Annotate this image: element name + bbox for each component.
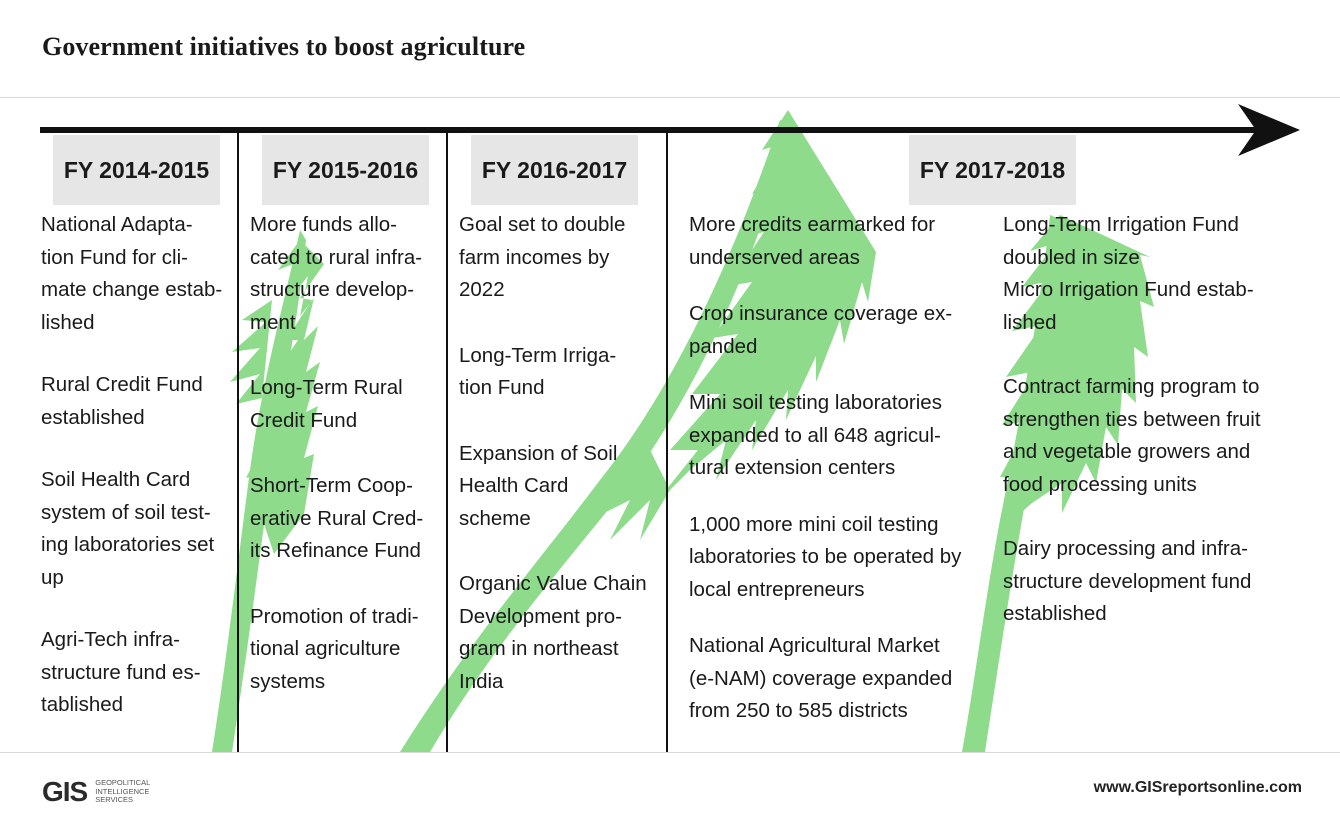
website-link[interactable]: www.GISreportsonline.com <box>1093 779 1302 796</box>
initiative-item: Organic Value Chain Development pro- gra… <box>459 572 647 693</box>
column-divider <box>446 130 448 752</box>
period-label-2014-2015: FY 2014-2015 <box>53 135 220 205</box>
initiative-item: Promotion of tradi- tional agriculture s… <box>250 604 419 693</box>
initiative-item: Short-Term Coop- erative Rural Cred- its… <box>250 474 424 562</box>
column-2015-2016: More funds allo- cated to rural infra- s… <box>250 209 445 698</box>
initiative-item: Goal set to double farm incomes by 2022 <box>459 213 626 301</box>
initiative-item: Long-Term Rural Credit Fund <box>250 376 403 432</box>
initiative-item: Long-Term Irriga- tion Fund <box>459 343 617 400</box>
period-label-2017-2018: FY 2017-2018 <box>909 135 1076 205</box>
initiative-item: 1,000 more mini coil testing laboratorie… <box>689 512 962 601</box>
initiative-item: Crop insurance coverage ex- panded <box>689 302 953 358</box>
column-divider <box>666 130 668 752</box>
initiative-item: Dairy processing and infra- structure de… <box>1003 537 1252 625</box>
column-2017-2018-left: More credits earmarked for underserved a… <box>689 209 989 728</box>
period-label-2015-2016: FY 2015-2016 <box>262 135 429 205</box>
column-2014-2015: National Adapta- tion Fund for cli- mate… <box>41 209 236 722</box>
header-divider <box>0 97 1340 98</box>
logo-mark: GIS <box>42 776 88 807</box>
column-divider <box>237 130 239 752</box>
initiative-item: Long-Term Irrigation Fund doubled in siz… <box>1003 213 1254 334</box>
initiative-item: Rural Credit Fund established <box>41 373 203 429</box>
initiative-item: National Adapta- tion Fund for cli- mate… <box>41 213 223 334</box>
column-2017-2018-right: Long-Term Irrigation Fund doubled in siz… <box>1003 209 1303 631</box>
gis-logo[interactable]: GIS GEOPOLITICAL INTELLIGENCE SERVICES <box>42 776 150 808</box>
logo-text: GEOPOLITICAL INTELLIGENCE SERVICES <box>95 778 151 805</box>
initiative-item: Soil Health Card system of soil test- in… <box>41 468 215 589</box>
column-2016-2017: Goal set to double farm incomes by 2022 … <box>459 209 664 698</box>
initiative-item: Contract farming program to strengthen t… <box>1003 375 1261 496</box>
footer-divider <box>0 752 1340 753</box>
initiative-item: National Agricultural Market (e-NAM) cov… <box>689 634 953 722</box>
initiative-item: Agri-Tech infra- structure fund es- tabl… <box>41 628 201 716</box>
period-label-2016-2017: FY 2016-2017 <box>471 135 638 205</box>
initiative-item: More funds allo- cated to rural infra- s… <box>250 213 423 334</box>
timeline-arrowhead <box>1238 104 1300 156</box>
initiative-item: Expansion of Soil Health Card scheme <box>459 441 618 530</box>
initiative-item: More credits earmarked for underserved a… <box>689 213 936 269</box>
initiative-item: Mini soil testing laboratories expanded … <box>689 391 942 479</box>
page-title: Government initiatives to boost agricult… <box>42 32 526 61</box>
